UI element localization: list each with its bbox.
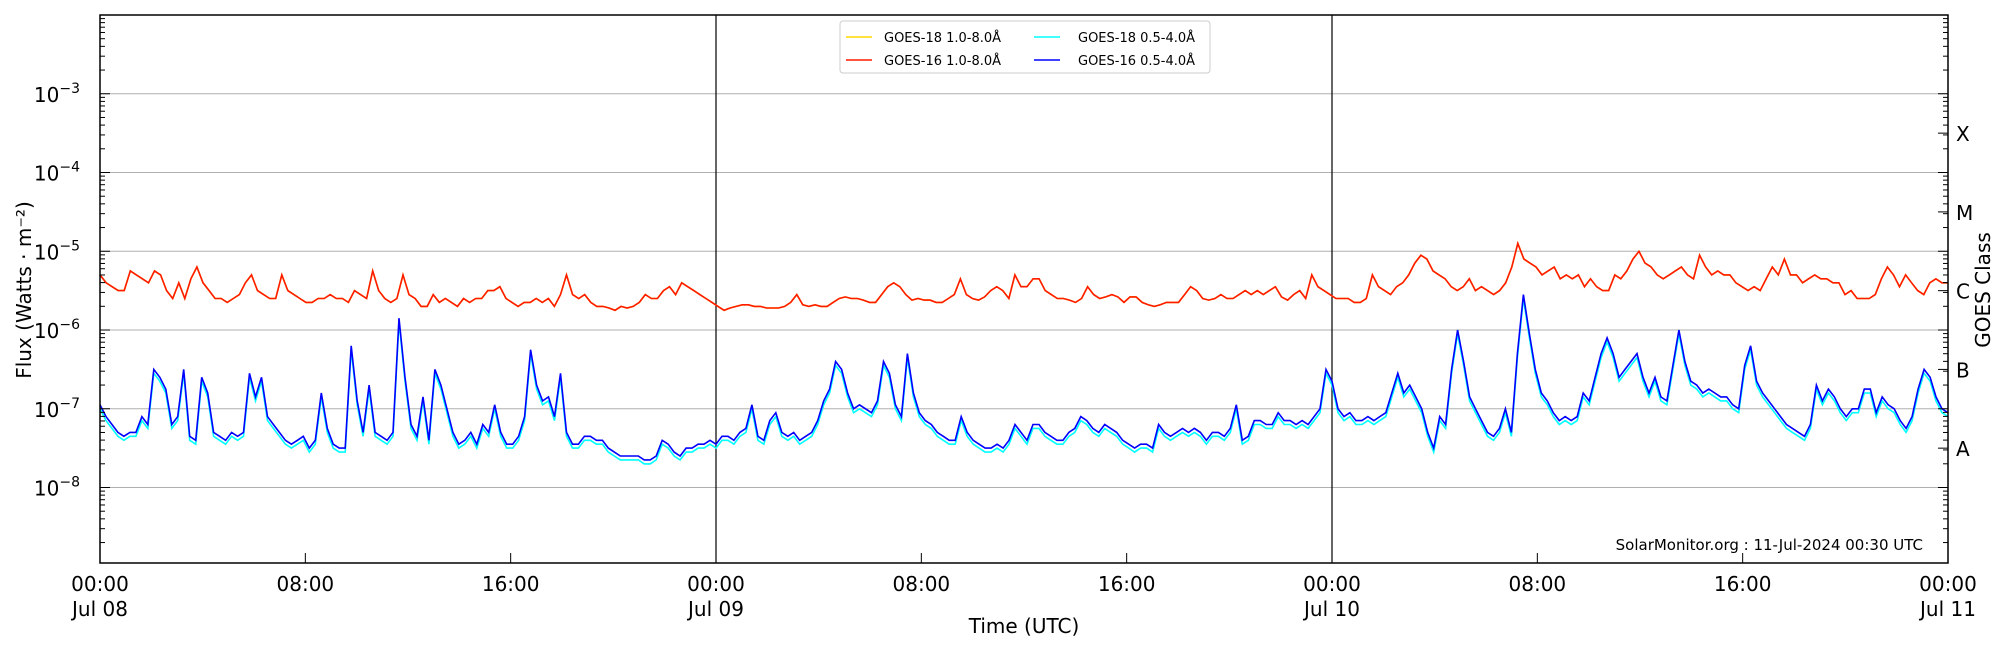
legend-box	[839, 20, 1211, 74]
x-tick-time: 08:00	[893, 572, 951, 596]
goes-class-axis-title: GOES Class	[1971, 232, 1995, 348]
horizontal-gridlines	[100, 93, 1948, 489]
y-tick-label: 10−4	[34, 160, 80, 186]
y-tick-label: 10−5	[34, 238, 80, 264]
x-tick-time: 08:00	[277, 572, 335, 596]
y-tick-label: 10−6	[34, 317, 80, 343]
legend-label-goes18-long: GOES-18 1.0-8.0Å	[884, 30, 1001, 46]
flux-series	[99, 240, 1949, 465]
plot-frame	[99, 14, 1949, 564]
legend-label-goes16-long: GOES-16 1.0-8.0Å	[884, 53, 1001, 69]
class-label-c: C	[1956, 280, 1970, 304]
y-tick-label: 10−8	[34, 475, 80, 501]
class-label-b: B	[1956, 358, 1970, 382]
class-label-a: A	[1956, 437, 1970, 461]
x-tick-time: 00:00	[1303, 572, 1361, 596]
y-tick-label: 10−3	[34, 81, 80, 107]
class-label-m: M	[1956, 201, 1973, 225]
y-axis-ticks: 10−3 10−4 10−5 10−6 10−7 10−8	[34, 18, 1948, 544]
x-tick-time: 08:00	[1509, 572, 1567, 596]
goes-class-axis-ticks: X M C B A	[1938, 122, 1973, 461]
x-tick-time: 00:00	[1919, 572, 1977, 596]
legend: GOES-18 1.0-8.0Å GOES-16 1.0-8.0Å GOES-1…	[839, 20, 1211, 74]
x-tick-time: 00:00	[71, 572, 129, 596]
series-goes18-long	[99, 240, 1948, 312]
x-tick-time: 16:00	[1098, 572, 1156, 596]
y-tick-label: 10−7	[34, 396, 80, 422]
x-tick-date: Jul 09	[686, 597, 744, 621]
class-label-x: X	[1956, 122, 1970, 146]
x-axis-title: Time (UTC)	[968, 614, 1080, 638]
legend-label-goes18-short: GOES-18 0.5-4.0Å	[1078, 30, 1195, 46]
x-tick-time: 16:00	[1714, 572, 1772, 596]
y-axis-title: Flux (Watts · m⁻²)	[12, 201, 36, 379]
series-goes16-short	[99, 294, 1949, 461]
x-tick-date: Jul 10	[1302, 597, 1360, 621]
x-tick-date: Jul 08	[70, 597, 128, 621]
day-boundary-lines	[715, 15, 1333, 563]
x-tick-time: 00:00	[687, 572, 745, 596]
legend-label-goes16-short: GOES-16 0.5-4.0Å	[1078, 53, 1195, 69]
x-tick-date: Jul 11	[1918, 597, 1976, 621]
series-goes16-long	[99, 240, 1948, 312]
x-tick-time: 16:00	[482, 572, 540, 596]
credit-text: SolarMonitor.org : 11-Jul-2024 00:30 UTC	[1616, 536, 1923, 554]
